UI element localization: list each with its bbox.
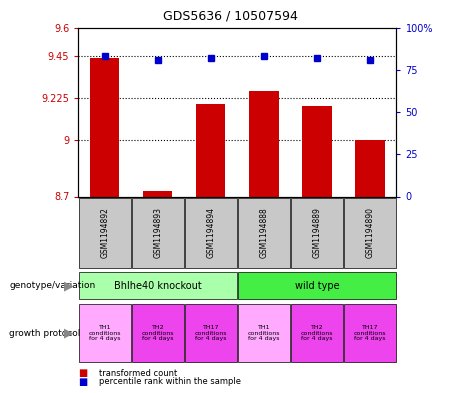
Bar (196, 105, 225, 196)
Bar (132, 198, 184, 268)
Text: percentile rank within the sample: percentile rank within the sample (99, 378, 241, 386)
Bar (249, 91, 278, 196)
Bar (79, 272, 237, 299)
Bar (355, 140, 384, 196)
Text: Bhlhe40 knockout: Bhlhe40 knockout (114, 281, 202, 291)
Text: GSM1194888: GSM1194888 (260, 208, 268, 258)
Text: ■: ■ (78, 368, 88, 378)
Text: TH2
conditions
for 4 days: TH2 conditions for 4 days (301, 325, 333, 342)
Text: TH17
conditions
for 4 days: TH17 conditions for 4 days (354, 325, 386, 342)
Text: ▶: ▶ (64, 327, 74, 340)
Bar (90, 57, 119, 196)
Bar (344, 304, 396, 362)
Text: GSM1194894: GSM1194894 (207, 208, 215, 258)
Text: GSM1194889: GSM1194889 (313, 208, 321, 258)
Text: ■: ■ (78, 377, 88, 387)
Text: TH17
conditions
for 4 days: TH17 conditions for 4 days (195, 325, 227, 342)
Text: transformed count: transformed count (99, 369, 177, 378)
Text: GSM1194892: GSM1194892 (100, 208, 109, 258)
Bar (291, 304, 343, 362)
Bar (143, 191, 172, 196)
Bar (185, 198, 237, 268)
Bar (79, 198, 131, 268)
Bar (132, 304, 184, 362)
Bar (238, 272, 396, 299)
Bar (238, 304, 290, 362)
Bar (185, 304, 237, 362)
Bar (79, 304, 131, 362)
Text: TH1
conditions
for 4 days: TH1 conditions for 4 days (89, 325, 121, 342)
Text: GSM1194890: GSM1194890 (366, 208, 374, 258)
Text: ▶: ▶ (64, 279, 74, 292)
Bar (302, 107, 331, 196)
Bar (344, 198, 396, 268)
Text: GSM1194893: GSM1194893 (154, 208, 162, 258)
Text: growth protocol: growth protocol (9, 329, 81, 338)
Text: GDS5636 / 10507594: GDS5636 / 10507594 (163, 10, 298, 23)
Bar (291, 198, 343, 268)
Text: TH2
conditions
for 4 days: TH2 conditions for 4 days (142, 325, 174, 342)
Text: genotype/variation: genotype/variation (9, 281, 95, 290)
Text: wild type: wild type (295, 281, 339, 291)
Text: TH1
conditions
for 4 days: TH1 conditions for 4 days (248, 325, 280, 342)
Bar (238, 198, 290, 268)
